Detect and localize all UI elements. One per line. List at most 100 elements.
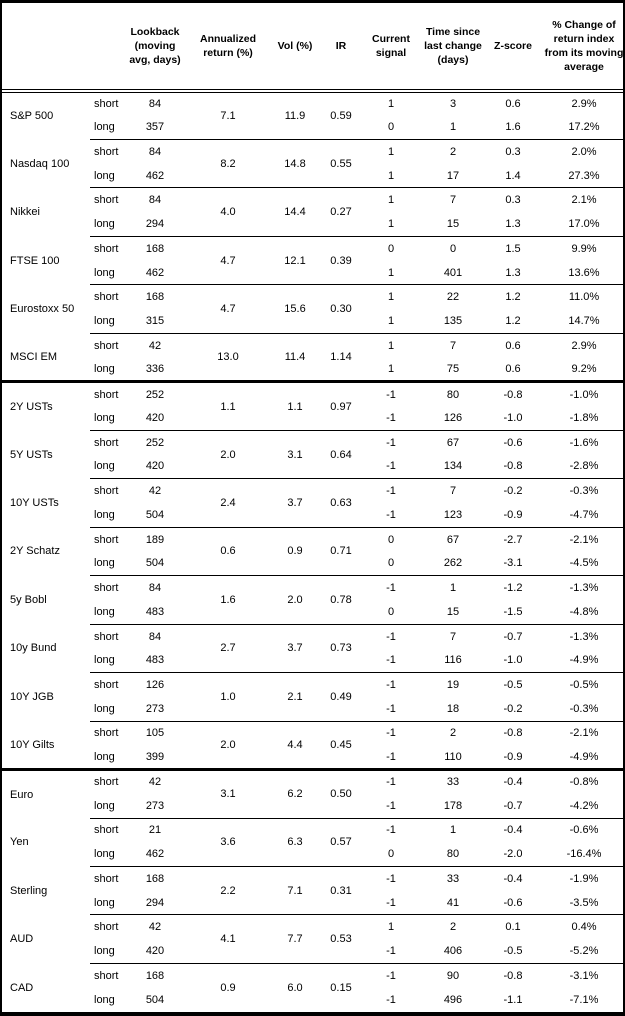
signal-value: -1 bbox=[361, 720, 421, 746]
z-score-value: 1.5 bbox=[485, 235, 541, 261]
vol-value: 3.1 bbox=[269, 429, 321, 479]
horizon-label: long bbox=[94, 266, 115, 279]
table-row: S&P 500 short 84 7.1 11.9 0.59 1 3 0.6 2.9% bbox=[2, 91, 625, 122]
z-score-value: -0.2 bbox=[485, 478, 541, 503]
horizon-label: short bbox=[90, 623, 123, 649]
time-since-value: 15 bbox=[446, 605, 460, 618]
lookback-value: 504 bbox=[145, 508, 165, 521]
z-score-value: -1.0 bbox=[503, 411, 523, 424]
horizon-label: short bbox=[90, 768, 123, 794]
table-row: long 483 -1 116 -1.0 -4.9% bbox=[2, 648, 625, 672]
lookback-value: 189 bbox=[123, 526, 187, 552]
signal-value: 0 bbox=[387, 557, 395, 570]
signal-value: -1 bbox=[386, 799, 396, 812]
vol-value: 3.7 bbox=[269, 623, 321, 673]
asset-name: MSCI EM bbox=[10, 350, 58, 363]
pct-change-value: -4.9% bbox=[569, 750, 599, 763]
time-since-value: 126 bbox=[443, 411, 463, 424]
pct-change-value: -3.5% bbox=[569, 896, 599, 909]
table-body: S&P 500 short 84 7.1 11.9 0.59 1 3 0.6 2.9% long 35… bbox=[2, 91, 625, 1012]
ir-value: 0.55 bbox=[321, 138, 361, 188]
pct-change-value: -2.1% bbox=[541, 526, 625, 552]
pct-change-value: -2.8% bbox=[569, 460, 599, 473]
asset-name: Yen bbox=[10, 836, 29, 849]
horizon-label: long bbox=[94, 896, 115, 909]
signal-value: -1 bbox=[386, 702, 396, 715]
lookback-value: 462 bbox=[145, 848, 165, 861]
ir-value: 1.14 bbox=[321, 332, 361, 382]
pct-change-value: 2.0% bbox=[541, 138, 625, 164]
horizon-label: short bbox=[90, 380, 123, 407]
horizon-label: short bbox=[90, 478, 123, 503]
z-score-value: -1.0 bbox=[503, 654, 523, 667]
time-since-value: 134 bbox=[443, 460, 463, 473]
table-row: long 420 -1 406 -0.5 -5.2% bbox=[2, 939, 625, 963]
table-row: Nikkei short 84 4.0 14.4 0.27 1 7 0.3 2.1% bbox=[2, 187, 625, 237]
pct-change-value: 2.9% bbox=[571, 98, 597, 111]
lookback-value: 357 bbox=[145, 121, 165, 134]
pct-change-value: -4.5% bbox=[569, 557, 599, 570]
annualized-return-value: 2.7 bbox=[187, 623, 269, 673]
horizon-label: short bbox=[90, 138, 123, 164]
horizon-label: short bbox=[90, 332, 123, 358]
pct-change-value: -1.3% bbox=[541, 623, 625, 649]
time-since-value: 22 bbox=[421, 284, 485, 310]
lookback-value: 21 bbox=[123, 817, 187, 843]
z-score-value: 1.3 bbox=[505, 218, 521, 231]
table-row: long 462 1 17 1.4 27.3% bbox=[2, 164, 625, 188]
z-score-value: 1.2 bbox=[505, 314, 521, 327]
time-since-value: 110 bbox=[444, 750, 462, 763]
z-score-value: 0.6 bbox=[505, 362, 521, 375]
table-row: CAD short 168 0.9 6.0 0.15 -1 90 -0.8 -3.1% bbox=[2, 962, 625, 1012]
pct-change-value: -0.8% bbox=[541, 768, 625, 794]
lookback-value: 42 bbox=[123, 332, 187, 358]
horizon-label: long bbox=[94, 993, 115, 1006]
time-since-value: 7 bbox=[421, 332, 485, 358]
lookback-value: 126 bbox=[123, 672, 187, 697]
horizon-label: long bbox=[94, 218, 115, 231]
pct-change-value: -1.0% bbox=[541, 380, 625, 407]
horizon-label: long bbox=[94, 557, 115, 570]
annualized-return-value: 2.4 bbox=[187, 478, 269, 528]
signal-value: -1 bbox=[386, 460, 396, 473]
ir-value: 0.53 bbox=[321, 914, 361, 964]
asset-name: 10Y Gilts bbox=[10, 738, 55, 751]
signal-value: 1 bbox=[387, 169, 395, 182]
col-header-empty bbox=[2, 3, 123, 93]
ir-value: 0.73 bbox=[321, 623, 361, 673]
ir-value: 0.31 bbox=[321, 865, 361, 915]
table-row: Euro short 42 3.1 6.2 0.50 -1 33 -0.4 -0.8% bbox=[2, 768, 625, 819]
asset-name: Nikkei bbox=[10, 206, 40, 219]
vol-value: 1.1 bbox=[269, 380, 321, 431]
annualized-return-value: 7.1 bbox=[220, 109, 236, 122]
annualized-return-value: 8.2 bbox=[187, 138, 269, 188]
lookback-value: 399 bbox=[145, 750, 165, 763]
time-since-value: 7 bbox=[421, 187, 485, 213]
horizon-label: short bbox=[94, 98, 119, 111]
pct-change-value: 9.9% bbox=[541, 235, 625, 261]
time-since-value: 1 bbox=[421, 817, 485, 843]
table-row: long 294 -1 41 -0.6 -3.5% bbox=[2, 891, 625, 915]
horizon-label: short bbox=[90, 429, 123, 455]
signal-value: -1 bbox=[361, 865, 421, 891]
annualized-return-value: 1.6 bbox=[187, 575, 269, 625]
pct-change-value: 27.3% bbox=[568, 169, 600, 182]
table-row: long 504 -1 496 -1.1 -7.1% bbox=[2, 988, 625, 1012]
signal-value: -1 bbox=[386, 945, 396, 958]
time-since-value: 116 bbox=[444, 654, 462, 667]
table-row: Yen short 21 3.6 6.3 0.57 -1 1 -0.4 -0.6% bbox=[2, 817, 625, 867]
col-header-annualized-return: Annualized return (%) bbox=[187, 3, 269, 93]
horizon-label: short bbox=[90, 575, 123, 600]
horizon-label: long bbox=[94, 605, 115, 618]
ir-value: 0.59 bbox=[330, 109, 352, 122]
asset-name: S&P 500 bbox=[10, 110, 54, 123]
time-since-value: 67 bbox=[421, 526, 485, 552]
ir-value: 0.71 bbox=[321, 526, 361, 576]
signal-value: 1 bbox=[387, 314, 395, 327]
annualized-return-value: 2.0 bbox=[187, 720, 269, 770]
pct-change-value: -1.6% bbox=[541, 429, 625, 455]
horizon-label: short bbox=[90, 526, 123, 552]
horizon-label: short bbox=[90, 914, 123, 940]
asset-name: 5y Bobl bbox=[10, 593, 47, 606]
